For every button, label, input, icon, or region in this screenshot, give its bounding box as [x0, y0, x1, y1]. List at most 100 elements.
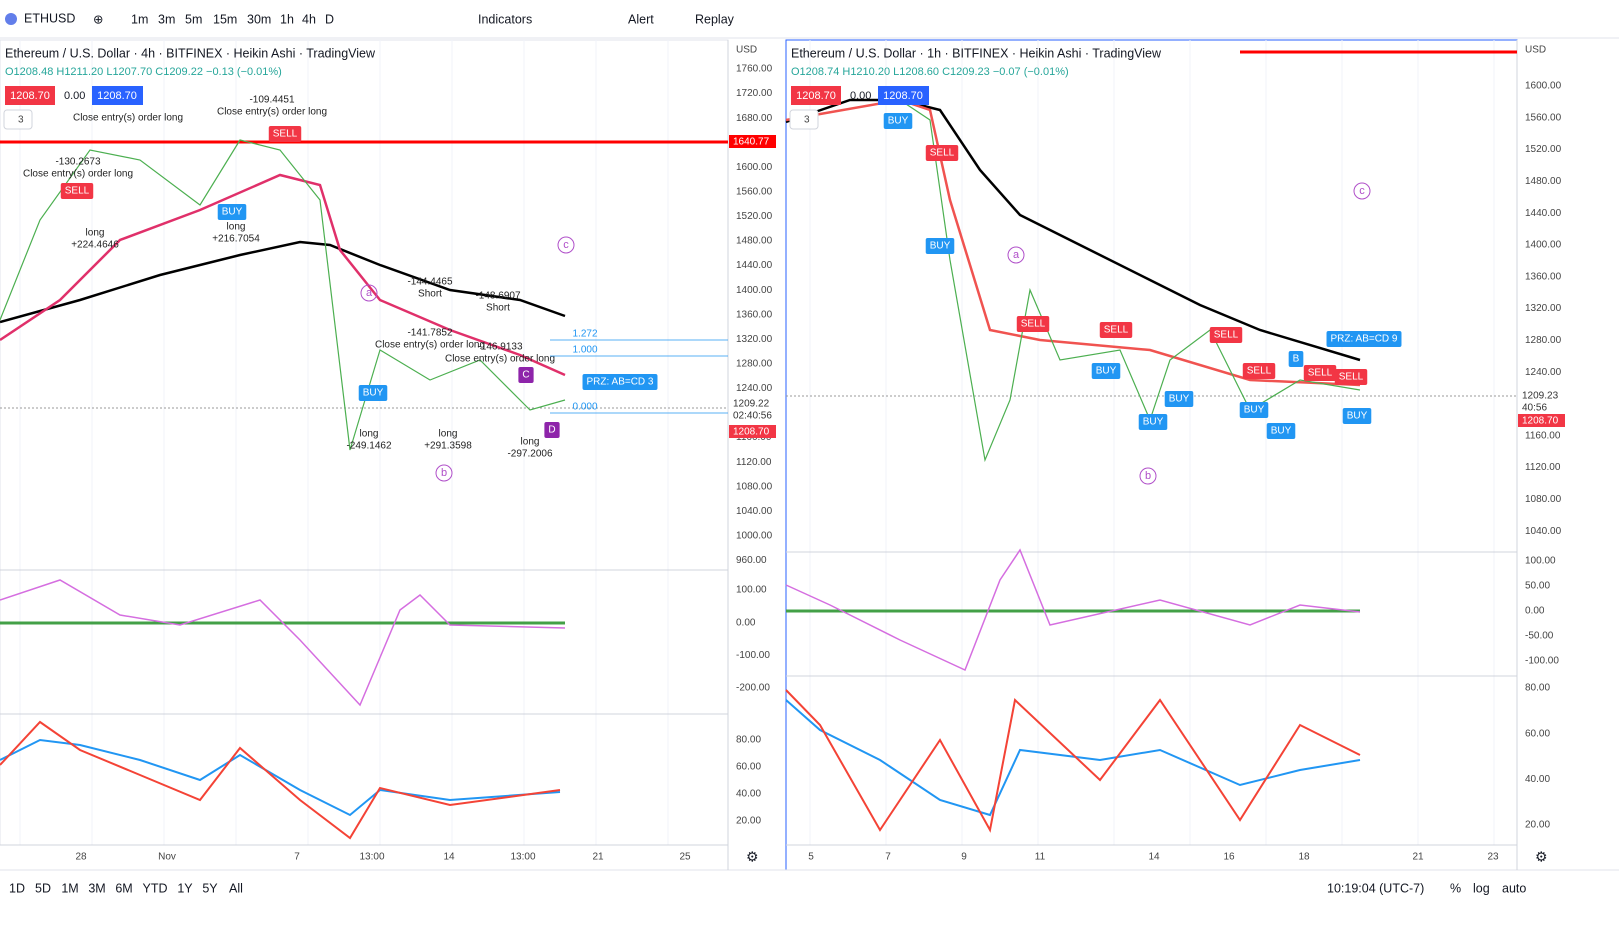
toolbar-bg	[0, 0, 1619, 38]
badge-text: BUY	[1096, 366, 1117, 377]
indicator-count[interactable]: 3	[804, 115, 810, 126]
osc-path	[785, 548, 1361, 672]
spread: 0.00	[64, 90, 85, 102]
rsi-label: 20.00	[1525, 820, 1550, 831]
range[interactable]: 3M	[88, 881, 105, 895]
badge-text: SELL	[1104, 325, 1129, 336]
ohlc: O1208.48 H1211.20 L1207.70 C1209.22 −0.1…	[5, 66, 282, 78]
bid[interactable]: 1208.70	[796, 90, 836, 102]
alert[interactable]: Alert	[628, 12, 654, 26]
interval[interactable]: 15m	[213, 12, 237, 26]
ask[interactable]: 1208.70	[97, 90, 137, 102]
badge-text: SELL	[1247, 366, 1272, 377]
wave-label: c	[563, 239, 569, 251]
interval[interactable]: 1h	[280, 12, 294, 26]
badge-text: SELL	[1021, 319, 1046, 330]
price-label: 1520.00	[736, 211, 773, 222]
annotation: -141.7852	[407, 328, 452, 339]
badge-text: SELL	[1214, 330, 1239, 341]
price-label: 1600.00	[1525, 81, 1562, 92]
osc-label: 50.00	[1525, 581, 1550, 592]
price-label: 1560.00	[1525, 112, 1562, 123]
badge-text: BUY	[1347, 411, 1368, 422]
badge	[582, 374, 658, 390]
price-tag-text: 1640.77	[733, 137, 770, 148]
price-label: 1560.00	[736, 186, 773, 197]
time-label: 5	[808, 852, 814, 863]
percent-toggle[interactable]: %	[1450, 881, 1461, 895]
add-symbol: ⊕	[93, 12, 103, 26]
price-label: 1440.00	[1525, 208, 1562, 219]
price-tag	[729, 425, 776, 438]
badge	[1209, 327, 1243, 343]
replay[interactable]: Replay	[695, 12, 735, 26]
price-label: 1160.00	[1525, 430, 1561, 441]
badge-text: BUY	[1271, 426, 1292, 437]
range[interactable]: YTD	[143, 881, 168, 895]
annotation: +216.7054	[212, 234, 260, 245]
indicator-count[interactable]: 3	[18, 115, 24, 126]
bid[interactable]: 1208.70	[10, 90, 50, 102]
price-label: 1320.00	[1525, 303, 1562, 314]
indicators[interactable]: Indicators	[478, 12, 532, 26]
badge	[1016, 316, 1050, 332]
time-label: 23	[1487, 852, 1499, 863]
badge-text: BUY	[222, 207, 243, 218]
range[interactable]: 5D	[35, 881, 51, 895]
interval[interactable]: 30m	[247, 12, 271, 26]
range[interactable]: 1M	[61, 881, 78, 895]
interval[interactable]: 1m	[131, 12, 148, 26]
interval[interactable]: 3m	[158, 12, 175, 26]
osc-label: -200.00	[736, 683, 770, 694]
price-label: 1280.00	[736, 358, 773, 369]
price-label: 1760.00	[736, 64, 773, 75]
bid-box	[791, 86, 841, 105]
badge	[1342, 408, 1372, 424]
interval[interactable]: D	[325, 12, 334, 26]
wave-circle	[557, 236, 575, 254]
time-label: Nov	[158, 852, 176, 863]
price-label: 1600.00	[736, 162, 773, 173]
ask[interactable]: 1208.70	[883, 90, 923, 102]
annotation: long	[439, 429, 458, 440]
badge-text: BUY	[1143, 417, 1164, 428]
price-label: 1320.00	[736, 334, 773, 345]
badge	[544, 422, 560, 438]
interval[interactable]: 5m	[185, 12, 202, 26]
badge-text: SELL	[273, 129, 298, 140]
ask-box	[878, 86, 929, 105]
badge	[1242, 363, 1276, 379]
price-tag-text: 1209.23	[1522, 391, 1559, 402]
currency[interactable]: USD	[736, 45, 757, 56]
ma-line	[0, 173, 566, 377]
price-label: 1000.00	[736, 530, 773, 541]
ma-line	[0, 240, 566, 324]
badge	[1266, 423, 1296, 439]
range[interactable]: 5Y	[202, 881, 218, 895]
wave-label: a	[366, 287, 373, 299]
rsi-label: 60.00	[1525, 728, 1550, 739]
range[interactable]: 6M	[115, 881, 132, 895]
settings[interactable]: ⚙	[746, 849, 759, 865]
price-tag	[729, 397, 776, 410]
currency[interactable]: USD	[1525, 45, 1546, 56]
symbol[interactable]: ETHUSD	[24, 11, 75, 25]
settings[interactable]: ⚙	[1535, 849, 1548, 865]
range[interactable]: 1D	[9, 881, 25, 895]
annotation: 1.000	[572, 345, 597, 356]
chart-title: Ethereum / U.S. Dollar · 1h · BITFINEX ·…	[791, 46, 1162, 60]
badge	[1099, 322, 1133, 338]
auto-toggle[interactable]: auto	[1502, 881, 1526, 895]
badge-text: BUY	[1244, 405, 1265, 416]
time-label: 21	[1412, 852, 1424, 863]
annotation: long	[360, 429, 379, 440]
price-tag-text: 1208.70	[733, 427, 770, 438]
range[interactable]: 1Y	[177, 881, 193, 895]
range[interactable]: All	[229, 881, 243, 895]
interval[interactable]: 4h	[302, 12, 316, 26]
log-toggle[interactable]: log	[1473, 881, 1490, 895]
badge-text: PRZ: AB=CD 3	[587, 377, 654, 388]
annotation: -146.9133	[477, 342, 522, 353]
badge	[217, 204, 247, 220]
badge-text: BUY	[363, 388, 384, 399]
